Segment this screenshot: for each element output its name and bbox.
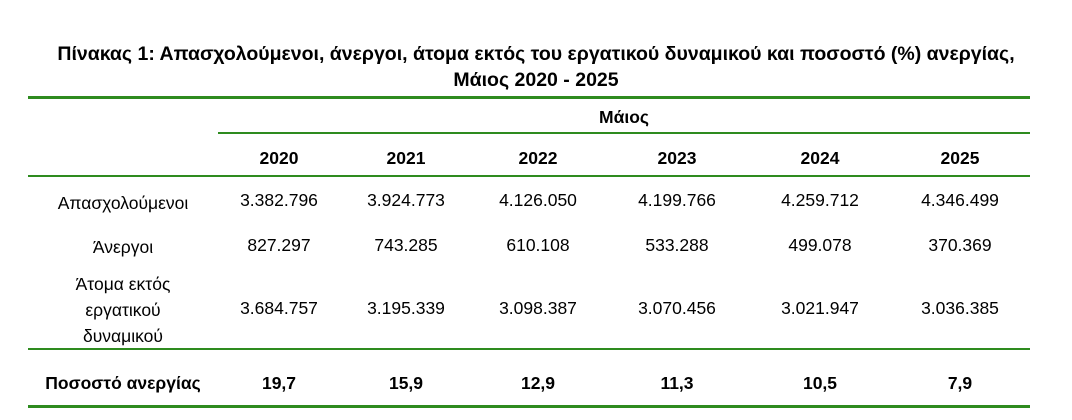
table-cell: 533.288 xyxy=(645,235,709,255)
row-label-employed: Απασχολούμενοι xyxy=(57,193,189,213)
top-rule xyxy=(28,96,1030,99)
table-cell: 3.070.456 xyxy=(638,298,716,318)
table-cell: 743.285 xyxy=(374,235,438,255)
table-cell: 3.382.796 xyxy=(240,190,318,210)
row-label-unemployed: Άνεργοι xyxy=(92,237,154,257)
table-cell: 4.259.712 xyxy=(781,190,859,210)
group-header-rule xyxy=(218,132,1030,134)
table-cell: 11,3 xyxy=(660,373,694,393)
year-header-2024: 2024 xyxy=(800,148,840,168)
year-header-2020: 2020 xyxy=(259,148,299,168)
table-cell: 610.108 xyxy=(506,235,570,255)
row-label-unemployment-rate: Ποσοστό ανεργίας xyxy=(45,373,201,393)
row-label-line: εργατικού xyxy=(85,300,161,320)
table-cell: 827.297 xyxy=(247,235,311,255)
table-cell: 370.369 xyxy=(928,235,992,255)
table-cell: 3.098.387 xyxy=(499,298,577,318)
group-header-may: Μάιος xyxy=(599,107,649,127)
header-bottom-rule xyxy=(28,175,1030,177)
table-cell: 4.199.766 xyxy=(638,190,716,210)
table-cell: 4.346.499 xyxy=(921,190,999,210)
table-bottom-rule xyxy=(28,405,1030,408)
table-cell: 7,9 xyxy=(947,373,973,393)
table-title-line-1: Πίνακας 1: Απασχολούμενοι, άνεργοι, άτομ… xyxy=(57,43,1015,65)
table-cell: 3.036.385 xyxy=(921,298,999,318)
table-cell: 3.021.947 xyxy=(781,298,859,318)
year-header-2025: 2025 xyxy=(940,148,980,168)
table-cell: 4.126.050 xyxy=(499,190,577,210)
table-cell: 10,5 xyxy=(802,373,838,393)
table-cell: 499.078 xyxy=(788,235,852,255)
table-cell: 3.924.773 xyxy=(367,190,445,210)
body-bottom-rule xyxy=(28,348,1030,350)
year-header-2021: 2021 xyxy=(386,148,426,168)
table-cell: 15,9 xyxy=(388,373,424,393)
table-cell: 3.684.757 xyxy=(240,298,318,318)
table-cell: 3.195.339 xyxy=(367,298,445,318)
table-cell: 19,7 xyxy=(261,373,297,393)
row-label-line: δυναμικού xyxy=(83,326,163,346)
year-header-2023: 2023 xyxy=(657,148,697,168)
year-header-2022: 2022 xyxy=(518,148,558,168)
row-label-line: Άτομα εκτός xyxy=(75,274,171,294)
table-title: Πίνακας 1: Απασχολούμενοι, άνεργοι, άτομ… xyxy=(0,41,1072,93)
table-title-line-2: Μάιος 2020 - 2025 xyxy=(453,69,619,91)
table-cell: 12,9 xyxy=(520,373,556,393)
row-label-outside-labour-force: Άτομα εκτός εργατικού δυναμικού xyxy=(28,271,218,349)
